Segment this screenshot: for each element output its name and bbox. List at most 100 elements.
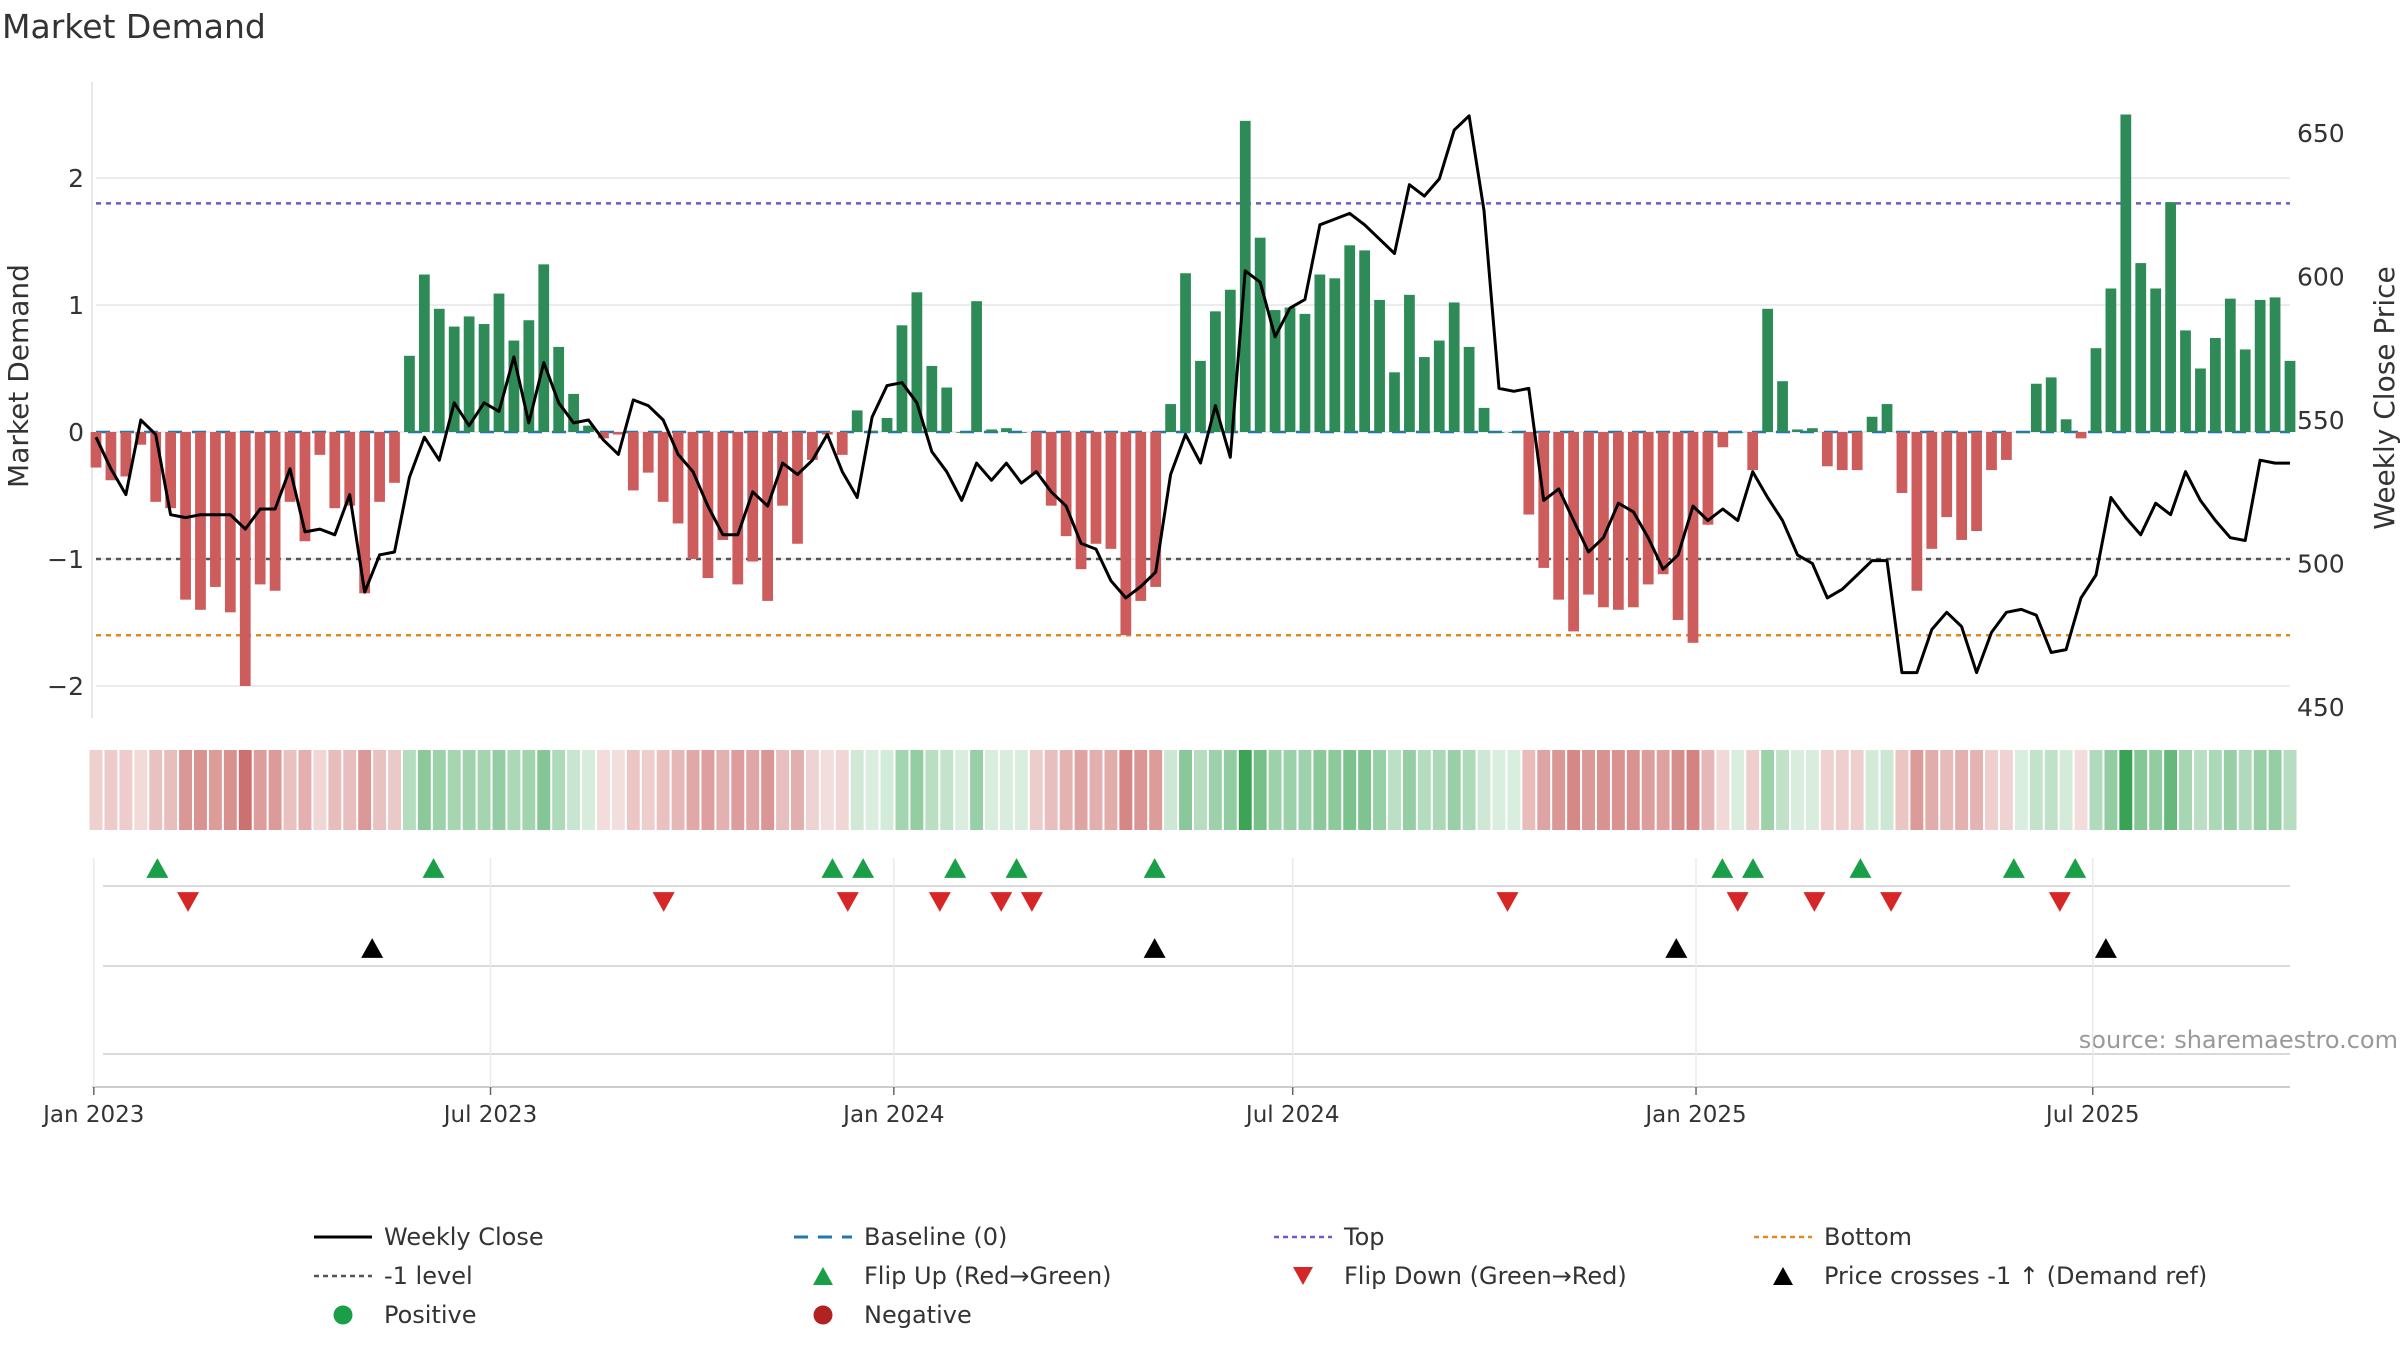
heat-cell	[1999, 750, 2013, 830]
demand-bar	[807, 432, 818, 460]
heat-cell	[596, 750, 610, 830]
demand-bar	[418, 274, 430, 432]
demand-bar	[1180, 273, 1191, 432]
heat-cell	[1313, 750, 1327, 830]
heat-cell	[955, 750, 969, 830]
legend-label: Top	[1343, 1223, 1385, 1251]
flip-down-marker	[1496, 892, 1519, 912]
demand-bar	[2239, 349, 2251, 432]
heat-cell	[2283, 750, 2297, 830]
demand-bar	[2284, 360, 2296, 432]
heat-cell	[1641, 750, 1655, 830]
demand-bar	[1120, 432, 1132, 636]
price-cross-marker	[1665, 938, 1688, 958]
demand-bar	[1777, 381, 1788, 432]
heat-cell	[1582, 750, 1595, 830]
demand-bar	[374, 432, 385, 502]
heat-cell	[2104, 750, 2118, 830]
heat-cell	[985, 750, 998, 830]
demand-bar	[1374, 299, 1385, 432]
demand-bar	[1672, 432, 1684, 620]
demand-bar	[150, 432, 162, 502]
heat-cell	[1791, 750, 1804, 830]
demand-bar	[2210, 338, 2221, 432]
legend-swatch	[813, 1305, 833, 1325]
heat-cell	[1985, 750, 1998, 830]
heat-cell	[89, 750, 103, 830]
heat-cell	[1567, 750, 1581, 830]
demand-bar	[1045, 432, 1057, 506]
demand-bar	[463, 316, 475, 432]
demand-bar	[792, 432, 803, 544]
demand-bar	[538, 264, 550, 432]
price-cross-marker	[1143, 938, 1166, 958]
flip-up-marker	[1711, 858, 1734, 878]
demand-bar	[314, 432, 326, 455]
legend-label: Bottom	[1824, 1223, 1912, 1251]
demand-bar	[508, 340, 520, 432]
heat-cell	[791, 750, 804, 830]
legend-swatch	[1293, 1267, 1313, 1285]
y2-axis-label: Weekly Close Price	[2368, 266, 2400, 529]
heat-cell	[1686, 750, 1700, 830]
demand-bar	[1344, 245, 1356, 432]
heat-cell	[477, 750, 491, 830]
heat-cell	[656, 750, 670, 830]
demand-bar	[1986, 432, 1997, 471]
demand-bar	[2224, 298, 2236, 432]
demand-bar	[1732, 432, 1744, 433]
heat-cell	[2134, 750, 2148, 830]
demand-bar	[1807, 428, 1818, 432]
heat-cell	[1492, 750, 1506, 830]
heat-cell	[1104, 750, 1118, 830]
demand-bar	[2060, 419, 2072, 432]
demand-bar	[1299, 313, 1311, 432]
demand-bar	[777, 432, 788, 506]
legend-swatch	[813, 1267, 833, 1285]
weekly-close-line	[94, 114, 2290, 675]
heat-cell	[1074, 750, 1088, 830]
heat-cell	[1447, 750, 1461, 830]
heat-cell	[1865, 750, 1879, 830]
demand-bar	[1687, 432, 1699, 643]
demand-bar	[836, 432, 848, 455]
heat-cell	[149, 750, 163, 830]
demand-bar	[329, 432, 341, 509]
demand-bar	[642, 432, 654, 473]
flip-up-marker	[852, 858, 875, 878]
demand-bar	[299, 432, 311, 542]
demand-bar	[881, 418, 893, 432]
demand-bar	[1254, 237, 1266, 432]
demand-bar	[1702, 432, 1714, 525]
flip-down-marker	[1803, 892, 1826, 912]
heat-cell	[1776, 750, 1790, 830]
demand-bar	[239, 432, 251, 686]
demand-bar	[1404, 294, 1415, 432]
demand-bar	[180, 432, 191, 600]
heat-cell	[1179, 750, 1192, 830]
heat-cell	[507, 750, 521, 830]
heat-cell	[298, 750, 312, 830]
y2-tick-label: 650	[2297, 119, 2345, 148]
demand-bar	[2165, 202, 2176, 432]
heat-cell	[671, 750, 685, 830]
heat-cell	[1820, 750, 1834, 830]
heat-cell	[1223, 750, 1237, 830]
heat-cell	[1611, 750, 1625, 830]
demand-bar	[1956, 432, 1968, 540]
source-annotation: source: sharemaestro.com	[2079, 1026, 2398, 1054]
heat-cell	[1537, 750, 1551, 830]
heat-cell	[194, 750, 207, 830]
flip-down-marker	[1020, 892, 1043, 912]
y2-tick-label: 600	[2297, 263, 2345, 292]
heat-cell	[925, 750, 939, 830]
heat-cell	[447, 750, 461, 830]
demand-bar	[493, 293, 505, 432]
heat-cell	[1417, 750, 1431, 830]
demand-bar	[2105, 288, 2117, 432]
demand-bar	[478, 324, 490, 432]
heat-cell	[283, 750, 297, 830]
demand-bar	[1135, 432, 1147, 601]
demand-bar	[1612, 432, 1624, 610]
demand-bar	[553, 346, 565, 432]
